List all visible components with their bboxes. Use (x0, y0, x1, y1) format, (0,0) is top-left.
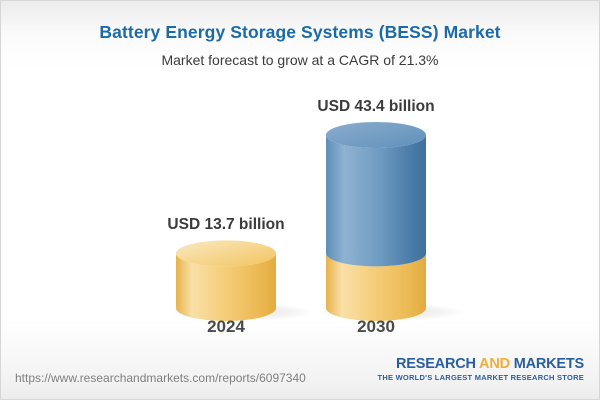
bar-category-label-2024: 2024 (207, 317, 245, 336)
cylinder-segment-2030-base-2024-value (326, 253, 426, 321)
cylinder-segment-2024-base-2024-value (176, 253, 276, 321)
logo-word-and: AND (475, 356, 514, 372)
bar-category-label-2030: 2030 (357, 317, 395, 336)
logo-wordmark: RESEARCH AND MARKETS (378, 356, 584, 373)
bar-value-label-2030: USD 43.4 billion (317, 98, 435, 115)
logo-word-research: RESEARCH (395, 356, 476, 372)
cylinder-group (170, 122, 464, 321)
cylinder-top-2030 (326, 122, 426, 148)
page-subtitle: Market forecast to grow at a CAGR of 21.… (161, 52, 439, 68)
report-url: https://www.researchandmarkets.com/repor… (15, 371, 306, 385)
page-title: Battery Energy Storage Systems (BESS) Ma… (99, 22, 501, 42)
logo-tagline: THE WORLD'S LARGEST MARKET RESEARCH STOR… (377, 372, 584, 382)
logo-word-markets: MARKETS (513, 356, 584, 372)
research-and-markets-logo: RESEARCH AND MARKETS THE WORLD'S LARGEST… (377, 356, 585, 382)
bar-value-label-2024: USD 13.7 billion (167, 216, 285, 234)
cylinder-segment-2030-forecast-growth (326, 135, 426, 267)
cylinder-top-2024 (176, 240, 276, 267)
